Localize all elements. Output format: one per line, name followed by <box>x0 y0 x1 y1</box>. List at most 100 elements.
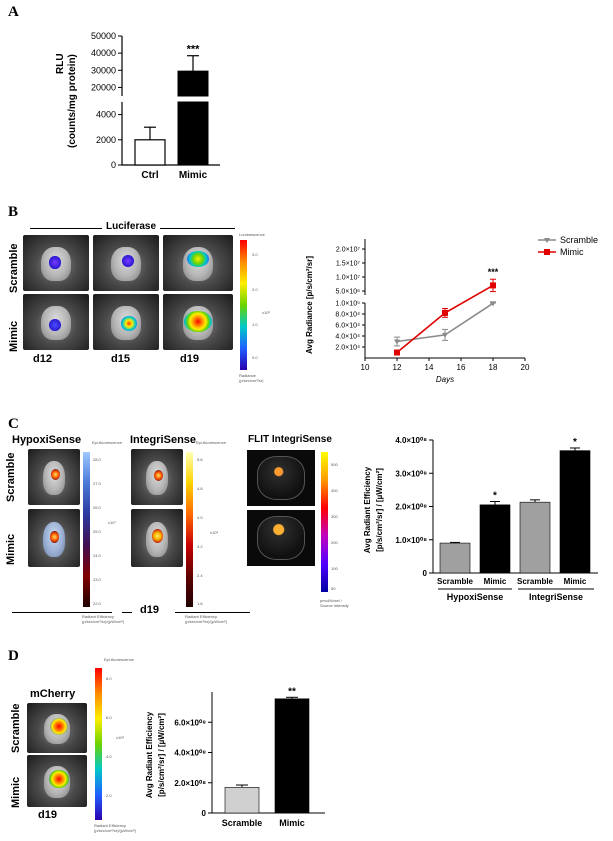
x-tick-label: 16 <box>457 363 466 372</box>
probe-title-flit-integrisense: FLIT IntegriSense <box>248 434 332 445</box>
x-tick-label: 20 <box>521 363 530 372</box>
probe-title-integrisense: IntegriSense <box>130 434 197 446</box>
significance-marker: ** <box>288 686 296 697</box>
mouse-image <box>93 235 159 291</box>
y-tick-label: 40000 <box>91 48 116 58</box>
y-axis-label-1: Avg Radiant Efficiency <box>145 711 154 798</box>
panel-a-label: A <box>8 4 19 20</box>
y-tick-label: 2.0×10⁴ <box>335 345 360 352</box>
day-label-d12: d12 <box>33 353 52 365</box>
mouse-image <box>23 235 89 291</box>
y-tick-label: 2.0×10⁰⁸ <box>174 779 206 788</box>
y-tick-label: 6.0×10⁴ <box>335 323 360 330</box>
mouse-image <box>27 703 87 753</box>
colorbar-exponent: x10⁸ <box>210 530 219 535</box>
significance-marker: * <box>573 437 577 448</box>
legend-marker <box>544 238 550 243</box>
x-tick-label: Mimic <box>564 577 587 586</box>
panel-d-row-label-mimic: Mimic <box>10 776 22 808</box>
y-tick-label: 4000 <box>96 110 116 120</box>
y-tick-label: 30000 <box>91 65 116 75</box>
data-point-scramble <box>490 301 496 307</box>
signal-spot <box>49 531 60 543</box>
y-tick-label: 5.0×10⁶ <box>336 289 361 296</box>
bar-mimic <box>559 450 591 574</box>
panel-c-rule-right <box>175 612 250 613</box>
colorbar-tick: 2.4 <box>197 573 203 578</box>
probe-title-mcherry: mCherry <box>30 688 76 700</box>
luminescence-colorbar-title: Luminescence <box>239 232 265 237</box>
flit-image-mimic <box>247 510 315 566</box>
colorbar-tick: 50 <box>331 586 336 591</box>
colorbar-title: Epi-fluorescence <box>104 657 134 662</box>
colorbar-title: Epi-fluorescence <box>196 440 226 445</box>
data-point-mimic <box>394 349 400 356</box>
y-tick-label: 0 <box>202 809 207 818</box>
panel-c-rule-mid <box>122 612 132 613</box>
y-tick-label: 1.0×10⁰⁸ <box>395 536 427 545</box>
x-tick-label: Ctrl <box>141 170 158 181</box>
colorbar-tick: 0.0 <box>252 355 258 360</box>
significance-marker: *** <box>187 44 201 56</box>
y-tick-label: 1.0×10⁷ <box>336 275 361 282</box>
colorbar-tick: 1.0 <box>252 322 258 327</box>
x-tick-label: Mimic <box>179 170 208 181</box>
panel-d-day-label: d19 <box>38 809 57 821</box>
colorbar-unit: Radiant Efficiency (p/sec/cm²/sr)/(µW/cm… <box>185 614 228 624</box>
data-point-scramble <box>442 332 448 338</box>
probe-title-hypoxisense: HypoxiSense <box>12 434 82 446</box>
mouse-image <box>28 509 80 567</box>
panel-d-chart: 0 2.0×10⁰⁸ 4.0×10⁰⁸ 6.0×10⁰⁸ Avg Radiant Eff… <box>145 686 325 828</box>
colorbar-tick: 200 <box>331 540 338 545</box>
panel-c-day-label: d19 <box>140 604 159 616</box>
signal-spot <box>49 718 68 735</box>
legend-label: Mimic <box>560 247 584 257</box>
x-tick-label: Mimic <box>279 818 305 828</box>
panel-c-row-label-scramble: Scramble <box>5 452 17 502</box>
y-axis-label-2: [p/s/cm²/sr] / [µW/cm²] <box>375 468 384 552</box>
colorbar-tick: 24.0 <box>93 553 101 558</box>
mouse-image <box>163 235 233 291</box>
bar-scramble <box>519 501 551 574</box>
day-label-d19: d19 <box>180 353 199 365</box>
y-tick-label: 0 <box>423 569 428 578</box>
bar-ctrl <box>134 139 166 166</box>
day-label-d15: d15 <box>111 353 130 365</box>
colorbar-tick: 3.2 <box>197 544 203 549</box>
colorbar-tick: 8.0 <box>106 676 112 681</box>
y-tick-label: 4.0×10⁰⁸ <box>395 436 427 445</box>
y-axis-label-2: [p/s/cm²/sr] / [µW/cm²] <box>157 713 166 797</box>
signal-spot <box>186 250 210 268</box>
panel-b-rule-left <box>30 228 102 229</box>
y-tick-label: 6.0×10⁰⁸ <box>174 718 206 727</box>
y-axis-label-1: Avg Radiant Efficiency <box>363 466 372 553</box>
colorbar-unit-2: (p/sec/cm²/sr) <box>239 378 264 383</box>
integrisense-colorbar <box>186 452 193 607</box>
colorbar-tick: 4.8 <box>197 486 203 491</box>
colorbar-tick: 3.0 <box>252 252 258 257</box>
group-label: HypoxiSense <box>447 592 504 602</box>
x-tick-label: Scramble <box>437 577 474 586</box>
mouse-image <box>23 294 89 350</box>
signal-spot <box>122 255 134 268</box>
colorbar-tick: 26.0 <box>93 505 101 510</box>
colorbar-exponent: x10⁸ <box>116 735 125 740</box>
x-tick-label: Scramble <box>517 577 554 586</box>
colorbar-tick: 300 <box>331 514 338 519</box>
data-point-mimic <box>490 282 496 289</box>
signal-spot <box>48 769 69 789</box>
panel-b-chart: 2.0×10⁴ 4.0×10⁴ 6.0×10⁴ 8.0×10⁴ 1.0×10⁵ 5.0×1… <box>305 235 598 384</box>
panel-c-label: C <box>8 416 19 432</box>
colorbar-tick: 100 <box>331 566 338 571</box>
x-tick-label: Scramble <box>222 818 263 828</box>
signal-spot <box>153 470 164 482</box>
y-tick-label: 8.0×10⁴ <box>335 312 360 319</box>
mouse-image <box>93 294 159 350</box>
bar-mimic <box>274 698 310 814</box>
bar-scramble <box>224 786 260 814</box>
colorbar-tick: 22.0 <box>93 601 101 606</box>
signal-spot <box>120 316 137 331</box>
x-axis-label: Days <box>436 375 454 384</box>
panel-a-chart: 0 2000 4000 20000 30000 40000 50000 Ctrl *** Mimi… <box>91 31 220 181</box>
colorbar-tick: 400 <box>331 488 338 493</box>
